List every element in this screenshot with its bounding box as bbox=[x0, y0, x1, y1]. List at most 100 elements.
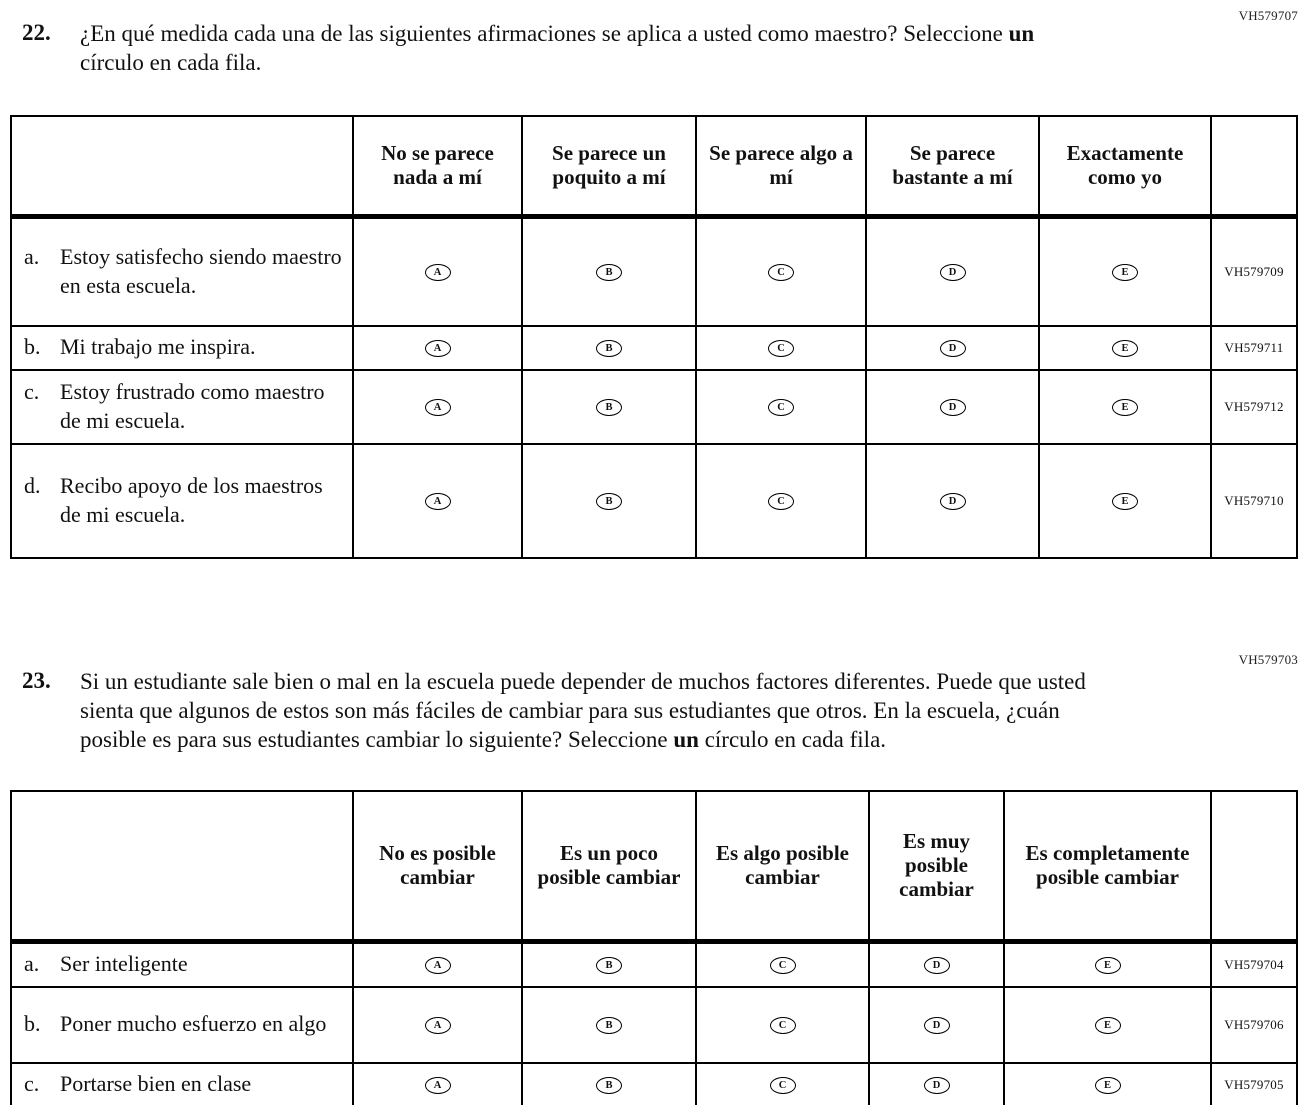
answer-bubble-a[interactable]: A bbox=[424, 1077, 451, 1094]
answer-bubble-a[interactable]: A bbox=[424, 340, 451, 357]
column-header-4: Se parece bastante a mí bbox=[865, 115, 1040, 219]
code-column-header bbox=[1210, 790, 1298, 944]
row-label: d. Recibo apoyo de los maestros de mi es… bbox=[10, 442, 354, 559]
row-code: VH579706 bbox=[1210, 985, 1298, 1064]
stub-header bbox=[10, 115, 354, 219]
column-header-1: No es posible cambiar bbox=[352, 790, 523, 944]
answer-bubble-d[interactable]: D bbox=[939, 493, 966, 510]
table-row-23c: c. Portarse bien en clase A B C D E VH57… bbox=[10, 1061, 1298, 1105]
answer-cell: B bbox=[521, 368, 697, 445]
answer-cell: D bbox=[865, 215, 1040, 327]
answer-bubble-c[interactable]: C bbox=[768, 399, 794, 416]
answer-cell: C bbox=[695, 940, 870, 988]
answer-bubble-c[interactable]: C bbox=[769, 1077, 796, 1094]
answer-bubble-b[interactable]: B bbox=[596, 340, 622, 357]
row-code: VH579709 bbox=[1210, 215, 1298, 327]
answer-bubble-c[interactable]: C bbox=[769, 1017, 796, 1034]
stub-header bbox=[10, 790, 354, 944]
row-text: Estoy satisfecho siendo maestro en esta … bbox=[60, 244, 342, 298]
answer-bubble-c[interactable]: C bbox=[768, 264, 794, 281]
answer-cell: B bbox=[521, 1061, 697, 1105]
row-text: Poner mucho esfuerzo en algo bbox=[60, 1011, 327, 1037]
answer-cell: A bbox=[352, 940, 523, 988]
answer-cell: E bbox=[1038, 368, 1212, 445]
question-22-text-bold: un bbox=[1008, 21, 1035, 46]
answer-bubble-d[interactable]: D bbox=[939, 340, 966, 357]
answer-cell: C bbox=[695, 368, 867, 445]
row-text: Ser inteligente bbox=[60, 951, 188, 977]
question-23-text-bold: un bbox=[673, 726, 699, 752]
answer-cell: E bbox=[1003, 985, 1212, 1064]
column-header-2: Es un poco posible cambiar bbox=[521, 790, 697, 944]
row-label: c. Portarse bien en clase bbox=[10, 1061, 354, 1105]
column-header-3: Es algo posible cambiar bbox=[695, 790, 870, 944]
table-row-22d: d. Recibo apoyo de los maestros de mi es… bbox=[10, 442, 1298, 559]
question-23-text-part1: Si un estudiante sale bien o mal en la e… bbox=[80, 669, 1086, 752]
answer-cell: E bbox=[1038, 215, 1212, 327]
answer-cell: A bbox=[352, 215, 523, 327]
answer-bubble-d[interactable]: D bbox=[939, 399, 966, 416]
answer-bubble-e[interactable]: E bbox=[1094, 1077, 1121, 1094]
answer-bubble-d[interactable]: D bbox=[939, 264, 966, 281]
answer-cell: E bbox=[1003, 1061, 1212, 1105]
table-row-23a: a. Ser inteligente A B C D E VH579704 bbox=[10, 940, 1298, 988]
answer-cell: D bbox=[868, 940, 1005, 988]
row-code: VH579710 bbox=[1210, 442, 1298, 559]
answer-bubble-b[interactable]: B bbox=[596, 264, 622, 281]
answer-cell: C bbox=[695, 324, 867, 371]
answer-bubble-a[interactable]: A bbox=[424, 1017, 451, 1034]
answer-bubble-b[interactable]: B bbox=[596, 493, 622, 510]
row-letter: b. bbox=[24, 334, 41, 360]
answer-bubble-e[interactable]: E bbox=[1112, 493, 1138, 510]
answer-cell: A bbox=[352, 985, 523, 1064]
answer-cell: B bbox=[521, 442, 697, 559]
row-label: a. Ser inteligente bbox=[10, 940, 354, 988]
answer-bubble-d[interactable]: D bbox=[923, 1077, 950, 1094]
row-code: VH579711 bbox=[1210, 324, 1298, 371]
row-code: VH579712 bbox=[1210, 368, 1298, 445]
row-label: a. Estoy satisfecho siendo maestro en es… bbox=[10, 215, 354, 327]
question-22-table: No se parece nada a mí Se parece un poqu… bbox=[10, 115, 1298, 559]
answer-bubble-b[interactable]: B bbox=[596, 1017, 622, 1034]
answer-bubble-a[interactable]: A bbox=[424, 957, 451, 974]
row-letter: c. bbox=[24, 1071, 40, 1097]
answer-bubble-b[interactable]: B bbox=[596, 399, 622, 416]
question-22-text: ¿En qué medida cada una de las siguiente… bbox=[80, 20, 1100, 78]
answer-bubble-e[interactable]: E bbox=[1094, 1017, 1121, 1034]
table-row-22a: a. Estoy satisfecho siendo maestro en es… bbox=[10, 215, 1298, 327]
table-row-22c: c. Estoy frustrado como maestro de mi es… bbox=[10, 368, 1298, 445]
column-header-4: Es muy posible cambiar bbox=[868, 790, 1005, 944]
answer-bubble-c[interactable]: C bbox=[768, 340, 794, 357]
code-column-header bbox=[1210, 115, 1298, 219]
answer-bubble-e[interactable]: E bbox=[1112, 340, 1138, 357]
answer-cell: C bbox=[695, 442, 867, 559]
answer-bubble-e[interactable]: E bbox=[1094, 957, 1121, 974]
answer-bubble-a[interactable]: A bbox=[424, 264, 451, 281]
answer-bubble-d[interactable]: D bbox=[923, 957, 950, 974]
answer-cell: A bbox=[352, 368, 523, 445]
column-header-2: Se parece un poquito a mí bbox=[521, 115, 697, 219]
answer-bubble-b[interactable]: B bbox=[596, 957, 622, 974]
answer-bubble-c[interactable]: C bbox=[769, 957, 796, 974]
row-label: b. Mi trabajo me inspira. bbox=[10, 324, 354, 371]
answer-bubble-e[interactable]: E bbox=[1112, 264, 1138, 281]
table-row-23b: b. Poner mucho esfuerzo en algo A B C D … bbox=[10, 985, 1298, 1064]
question-23-text-part2: círculo en cada fila. bbox=[698, 726, 887, 752]
table-row-22b: b. Mi trabajo me inspira. A B C D E VH57… bbox=[10, 324, 1298, 371]
answer-bubble-a[interactable]: A bbox=[424, 399, 451, 416]
form-code-q23: VH579703 bbox=[1238, 652, 1298, 667]
row-code: VH579704 bbox=[1210, 940, 1298, 988]
answer-cell: D bbox=[865, 442, 1040, 559]
answer-bubble-a[interactable]: A bbox=[424, 493, 451, 510]
row-text: Recibo apoyo de los maestros de mi escue… bbox=[60, 473, 323, 527]
answer-cell: D bbox=[865, 368, 1040, 445]
row-text: Estoy frustrado como maestro de mi escue… bbox=[60, 379, 325, 433]
answer-bubble-b[interactable]: B bbox=[596, 1077, 622, 1094]
answer-cell: D bbox=[865, 324, 1040, 371]
answer-bubble-c[interactable]: C bbox=[768, 493, 794, 510]
answer-cell: B bbox=[521, 985, 697, 1064]
answer-cell: E bbox=[1038, 442, 1212, 559]
answer-bubble-d[interactable]: D bbox=[923, 1017, 950, 1034]
question-22-text-part1: ¿En qué medida cada una de las siguiente… bbox=[80, 21, 1009, 46]
answer-bubble-e[interactable]: E bbox=[1112, 399, 1138, 416]
